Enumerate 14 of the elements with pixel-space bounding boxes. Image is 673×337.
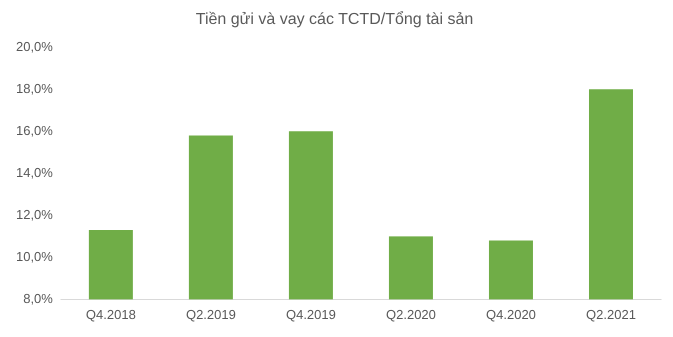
y-tick-label: 8,0% <box>23 290 54 306</box>
chart-title: Tiền gửi và vay các TCTD/Tổng tài sản <box>196 11 474 28</box>
y-tick-label: 14,0% <box>16 164 54 180</box>
x-tick-label: Q4.2019 <box>286 306 336 322</box>
y-tick-label: 16,0% <box>16 122 54 138</box>
y-tick-label: 10,0% <box>16 248 54 264</box>
y-tick-label: 12,0% <box>16 206 54 222</box>
x-tick-label: Q2.2021 <box>586 306 636 322</box>
x-tick-label: Q4.2020 <box>486 306 536 322</box>
x-tick-label: Q2.2020 <box>386 306 436 322</box>
y-tick-label: 18,0% <box>16 80 54 96</box>
x-tick-label: Q2.2019 <box>186 306 236 322</box>
y-tick-label: 20,0% <box>16 38 54 54</box>
x-tick-label: Q4.2018 <box>86 306 136 322</box>
